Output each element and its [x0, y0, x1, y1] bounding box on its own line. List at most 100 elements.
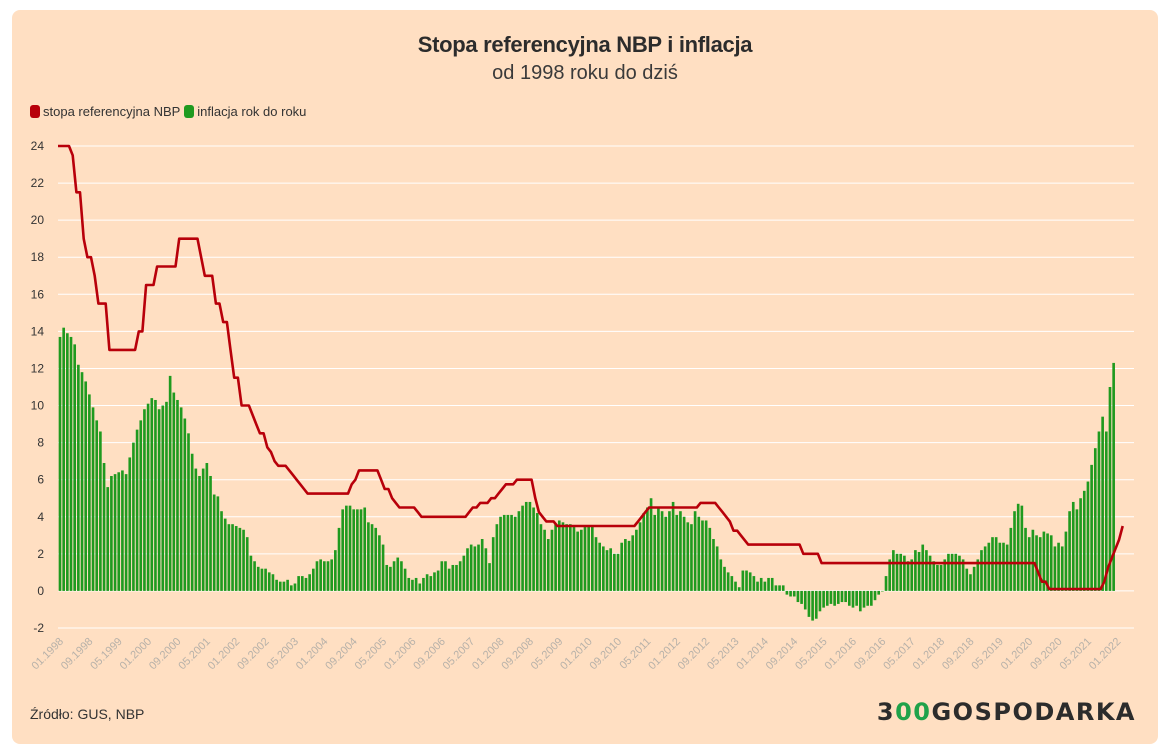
- inflation-bar: [910, 559, 914, 591]
- inflation-bar: [422, 577, 425, 591]
- inflation-bar: [958, 555, 961, 591]
- inflation-bar: [400, 561, 403, 591]
- inflation-bar: [513, 516, 517, 591]
- inflation-bar: [660, 511, 664, 591]
- inflation-bar: [921, 544, 925, 591]
- inflation-bar: [844, 590, 847, 603]
- inflation-bar: [855, 590, 858, 606]
- inflation-bar: [627, 540, 631, 591]
- inflation-bar: [800, 590, 803, 604]
- inflation-bar: [914, 550, 917, 591]
- inflation-bar: [598, 542, 601, 591]
- inflation-bar: [95, 420, 99, 591]
- brand-oo: 00: [895, 698, 932, 726]
- inflation-bar: [789, 590, 792, 597]
- inflation-bar: [939, 564, 943, 591]
- inflation-bar: [1082, 490, 1086, 591]
- inflation-bar: [1108, 387, 1112, 591]
- inflation-bar: [297, 576, 300, 591]
- inflation-bar: [679, 511, 682, 591]
- inflation-bar: [113, 474, 117, 591]
- inflation-bar: [275, 579, 278, 591]
- inflation-bar: [154, 399, 157, 591]
- inflation-bar: [480, 539, 484, 591]
- inflation-bar: [704, 520, 708, 591]
- inflation-bar: [829, 590, 833, 604]
- inflation-bar: [653, 514, 657, 591]
- inflation-bar: [723, 566, 726, 591]
- inflation-bar: [1020, 505, 1024, 591]
- inflation-bar: [356, 509, 359, 591]
- inflation-bar: [980, 550, 983, 591]
- inflation-bar: [84, 381, 88, 591]
- inflation-bar: [605, 550, 609, 591]
- inflation-bar: [969, 574, 972, 591]
- inflation-bar: [947, 553, 950, 591]
- inflation-bar: [220, 511, 223, 591]
- inflation-bar: [543, 529, 546, 591]
- inflation-bar: [767, 577, 770, 591]
- inflation-bar: [983, 546, 987, 591]
- inflation-bar: [168, 375, 172, 591]
- inflation-bar: [102, 463, 106, 591]
- inflation-bar: [609, 548, 613, 591]
- inflation-bar: [862, 590, 866, 608]
- inflation-bar: [840, 590, 844, 603]
- inflation-bar: [796, 590, 800, 603]
- inflation-bar: [308, 574, 311, 591]
- inflation-bar: [1097, 431, 1101, 591]
- inflation-bar: [491, 537, 495, 591]
- inflation-bar: [690, 524, 693, 591]
- legend: stopa referencyjna NBP inflacja rok do r…: [30, 104, 310, 119]
- inflation-bar: [734, 581, 737, 591]
- inflation-bar: [143, 409, 146, 591]
- y-tick-label: 4: [37, 510, 44, 524]
- inflation-bar: [139, 420, 143, 591]
- chart-title: Stopa referencyjna NBP i inflacja: [417, 32, 753, 57]
- inflation-bar: [267, 572, 271, 591]
- inflation-bar: [264, 568, 267, 591]
- inflation-bar: [895, 553, 899, 591]
- inflation-bar: [752, 576, 756, 591]
- inflation-bar: [620, 542, 624, 591]
- inflation-bar: [524, 501, 528, 591]
- inflation-bar: [822, 590, 825, 608]
- inflation-bar: [150, 398, 154, 591]
- inflation-bar: [748, 572, 752, 591]
- inflation-bar: [642, 513, 646, 591]
- inflation-bar: [359, 509, 363, 591]
- inflation-bar: [300, 576, 304, 591]
- inflation-bar: [1104, 431, 1108, 591]
- inflation-bar: [117, 472, 121, 591]
- inflation-bar: [69, 336, 73, 591]
- inflation-bar: [242, 529, 245, 591]
- inflation-bar: [811, 590, 814, 621]
- inflation-bar: [341, 509, 345, 591]
- legend-swatch-inflation: [184, 105, 195, 118]
- inflation-bar: [66, 333, 69, 591]
- inflation-bar: [227, 524, 231, 591]
- y-tick-label: 12: [31, 361, 45, 375]
- y-tick-label: 24: [31, 139, 45, 153]
- inflation-bar: [602, 546, 605, 591]
- inflation-bar: [385, 564, 389, 591]
- inflation-bar: [161, 405, 165, 591]
- inflation-bar: [392, 561, 396, 591]
- inflation-bar: [337, 527, 341, 591]
- inflation-bar: [271, 574, 275, 591]
- y-tick-label: -2: [33, 621, 44, 635]
- inflation-bar: [781, 585, 785, 591]
- inflation-bar: [223, 518, 227, 591]
- inflation-bar: [807, 590, 811, 617]
- inflation-bar: [238, 527, 242, 591]
- inflation-bar: [345, 505, 348, 591]
- inflation-bar: [1005, 544, 1009, 591]
- inflation-bar: [179, 407, 183, 591]
- inflation-bar: [289, 585, 293, 591]
- y-tick-label: 2: [37, 547, 44, 561]
- inflation-bar: [1064, 531, 1068, 591]
- inflation-bar: [1112, 362, 1115, 591]
- inflation-bar: [1068, 511, 1071, 591]
- inflation-bar: [774, 585, 778, 591]
- inflation-bar: [488, 563, 491, 591]
